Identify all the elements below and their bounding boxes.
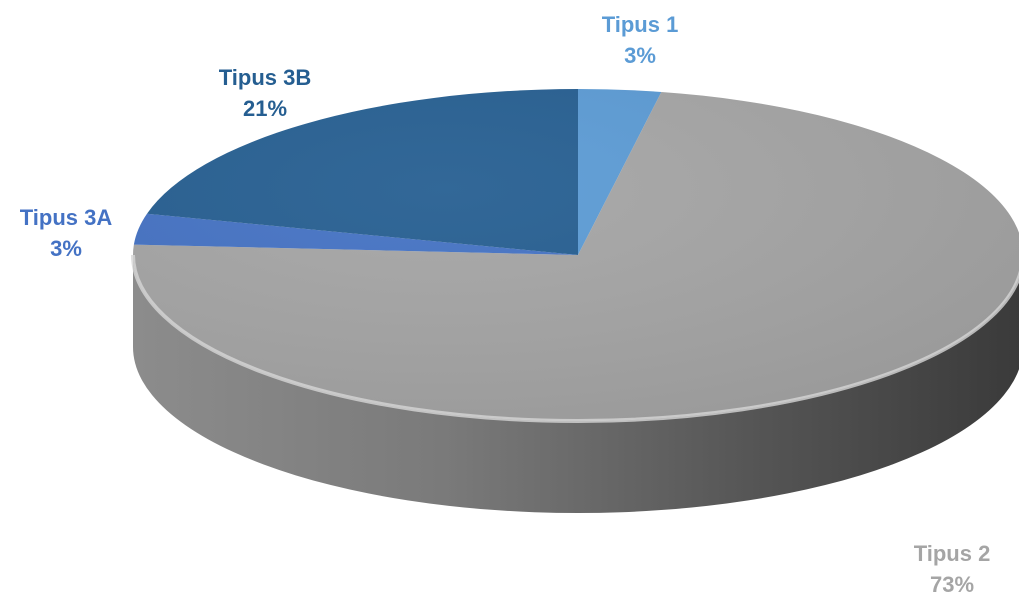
slice-label-tipus-3b: Tipus 3B 21% — [219, 62, 312, 124]
slice-label-tipus-2: Tipus 2 73% — [914, 538, 991, 600]
pie-rim-line — [131, 254, 1019, 423]
slice-name: Tipus 3A — [19, 205, 113, 230]
slice-name: Tipus 2 — [913, 541, 991, 566]
slice-percent: 3% — [624, 43, 656, 68]
slice-label-tipus-3a: Tipus 3A 3% — [20, 202, 113, 264]
slice-name: Tipus 3B — [218, 65, 312, 90]
pie-top — [133, 88, 1019, 421]
pie-side — [133, 255, 1019, 513]
slice-label-tipus-1: Tipus 1 3% — [602, 9, 679, 71]
slice-percent: 3% — [50, 236, 82, 261]
pie-rim-highlight — [131, 254, 1019, 423]
slice-percent: 21% — [242, 96, 288, 121]
slice-name: Tipus 1 — [601, 12, 679, 37]
slice-percent: 73% — [929, 572, 975, 597]
pie-top-shade — [133, 89, 1019, 421]
pie-side-wall — [133, 255, 1019, 513]
